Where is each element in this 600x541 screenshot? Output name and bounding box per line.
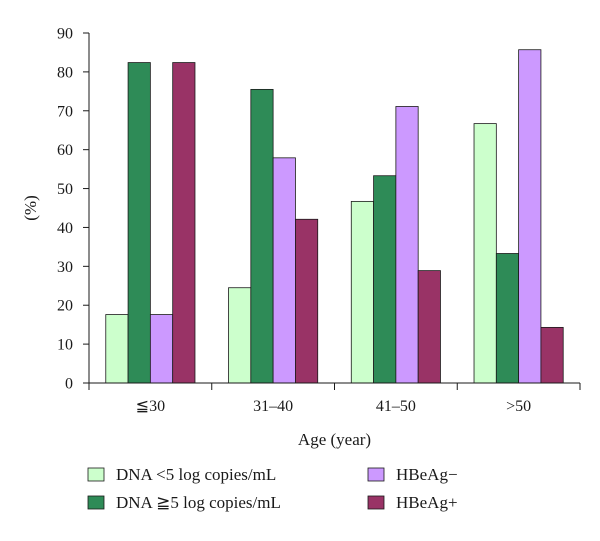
y-tick-label: 80 xyxy=(57,64,73,81)
x-tick-label: 31–40 xyxy=(253,398,293,415)
legend-swatch xyxy=(87,467,105,482)
bar xyxy=(540,326,564,384)
legend-swatch xyxy=(367,495,385,510)
bar xyxy=(373,175,397,384)
bars-group xyxy=(105,49,564,384)
bar xyxy=(149,314,174,384)
bar xyxy=(350,200,374,384)
legend: DNA <5 log copies/mL DNA ≧5 log copies/mL… xyxy=(87,465,458,512)
x-tick-label: >50 xyxy=(506,398,531,415)
legend-label: HBeAg+ xyxy=(396,493,458,512)
bar xyxy=(495,253,520,384)
y-tick-label: 40 xyxy=(57,220,73,237)
y-tick-label: 70 xyxy=(57,103,73,120)
bar xyxy=(105,314,129,384)
x-tick-label: 41–50 xyxy=(376,398,416,415)
x-ticks-group: ≦30 31–40 41–50 >50 xyxy=(88,383,581,415)
y-tick-label: 0 xyxy=(65,376,73,393)
y-ticks-group: 0 10 20 30 40 50 60 70 80 90 xyxy=(57,26,89,393)
bar xyxy=(172,62,196,384)
bar xyxy=(518,49,542,384)
x-axis-title: Age (year) xyxy=(298,430,371,449)
legend-label: HBeAg− xyxy=(396,465,458,484)
bar xyxy=(250,88,274,384)
x-tick-label: ≦30 xyxy=(136,398,165,415)
bar xyxy=(127,62,151,384)
bar xyxy=(473,123,497,384)
legend-label: DNA ≧5 log copies/mL xyxy=(116,493,281,512)
bar xyxy=(228,287,252,384)
y-axis-title: (%) xyxy=(21,195,40,220)
legend-swatch xyxy=(87,495,105,510)
y-tick-label: 90 xyxy=(57,26,73,43)
bar xyxy=(417,270,441,384)
y-tick-label: 60 xyxy=(57,142,73,159)
legend-swatch xyxy=(367,467,385,482)
bar xyxy=(395,106,419,384)
bar xyxy=(295,218,319,384)
legend-label: DNA <5 log copies/mL xyxy=(116,465,276,484)
bar xyxy=(272,157,296,384)
y-tick-label: 30 xyxy=(57,259,73,276)
y-tick-label: 20 xyxy=(57,298,73,315)
y-tick-label: 10 xyxy=(57,337,73,354)
y-tick-label: 50 xyxy=(57,181,73,198)
